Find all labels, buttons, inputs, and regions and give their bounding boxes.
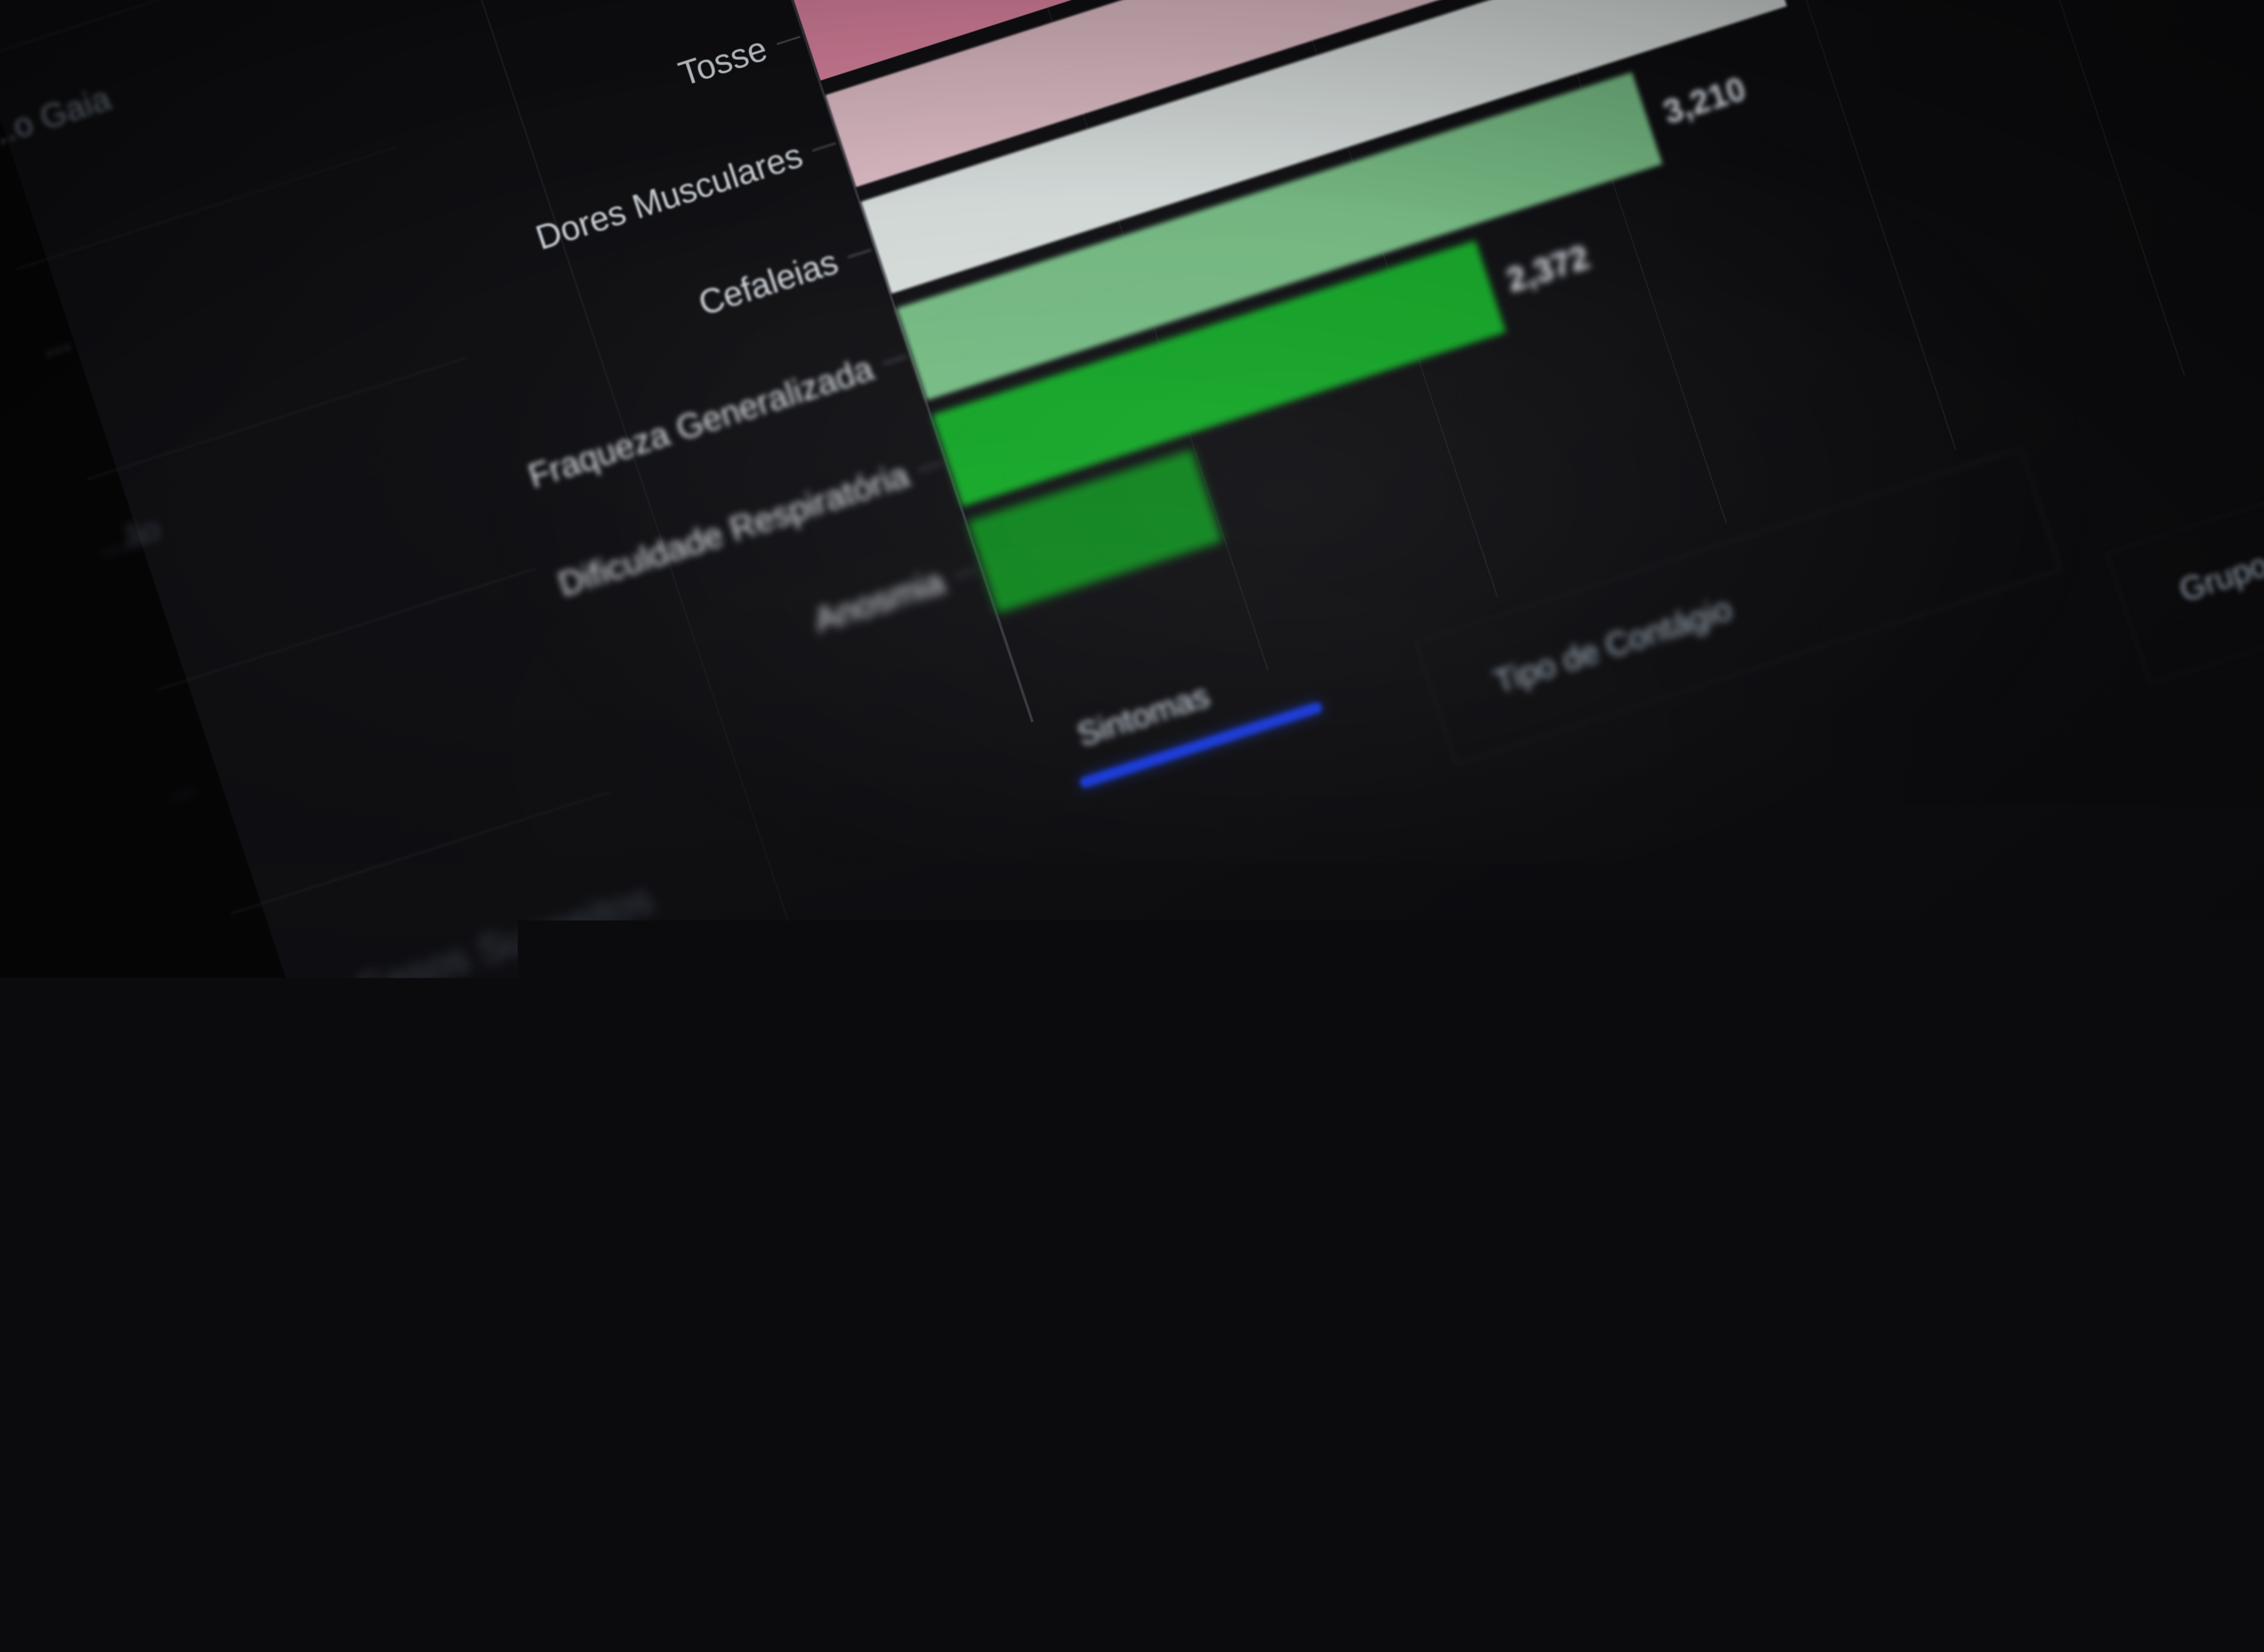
screen-surface: ...nados ...o Gaia ... ...ão ... ...o de… [0, 0, 2264, 1652]
screenshot-photo: ...nados ...o Gaia ... ...ão ... ...o de… [0, 0, 2264, 1652]
sidebar-divider [0, 0, 329, 67]
sidebar-divider [16, 147, 396, 270]
sidebar-item-3[interactable]: ...ão [94, 510, 165, 563]
sidebar-item-1[interactable]: ...o Gaia [0, 79, 115, 155]
sidebar-divider [86, 357, 466, 480]
sidebar-item-2[interactable]: ... [37, 320, 75, 364]
tab-divider-box [1415, 447, 2062, 765]
sidebar-divider [157, 567, 537, 691]
sidebar-divider [231, 791, 611, 914]
sidebar-item-4[interactable]: ... [161, 765, 198, 808]
tab-divider-box [2106, 345, 2264, 685]
sidebar-item-6[interactable]: ... [289, 1122, 335, 1174]
sidebar-item-5[interactable]: ...o de Casos Suspeitos [229, 875, 659, 1053]
